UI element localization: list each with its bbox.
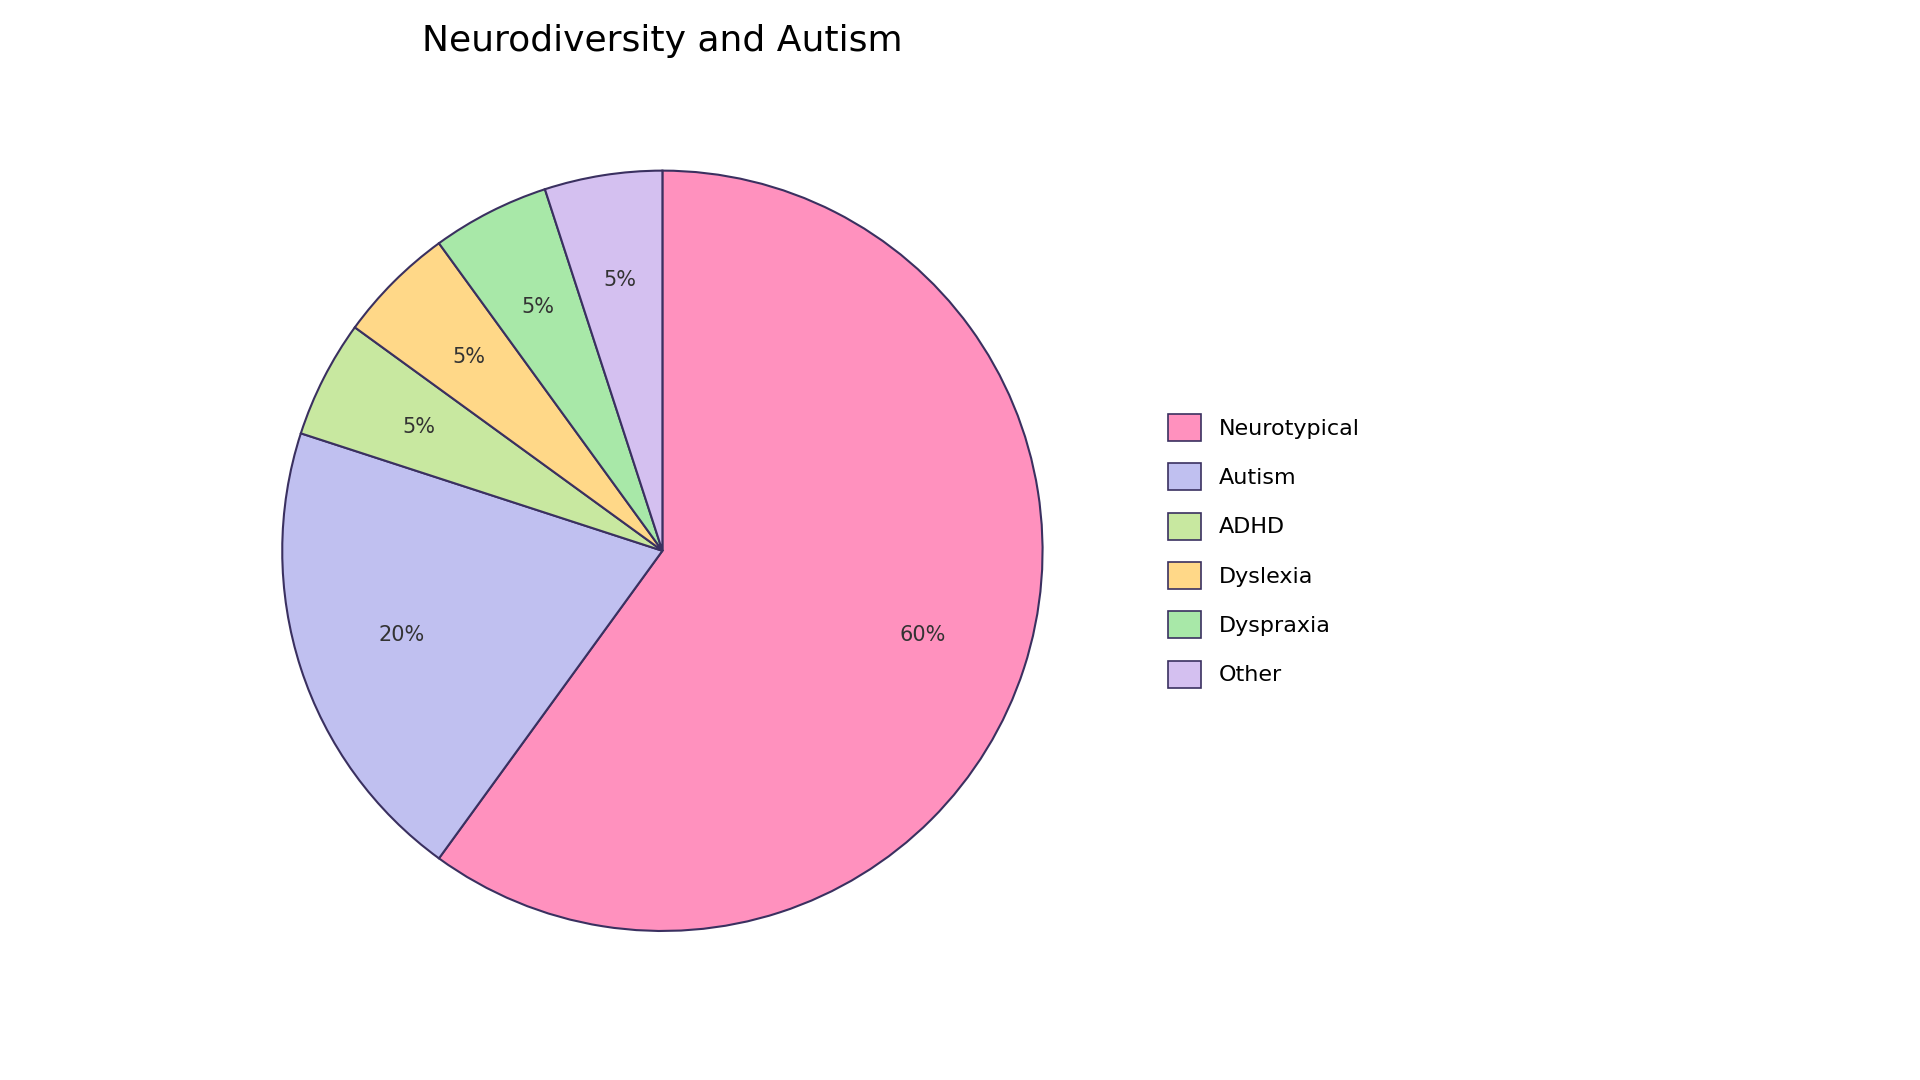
Text: 5%: 5% (603, 270, 636, 291)
Title: Neurodiversity and Autism: Neurodiversity and Autism (422, 24, 902, 57)
Text: 60%: 60% (900, 625, 947, 646)
Text: 5%: 5% (453, 348, 486, 367)
Wedge shape (440, 171, 1043, 931)
Wedge shape (301, 327, 662, 551)
Text: 5%: 5% (401, 417, 436, 436)
Wedge shape (355, 243, 662, 551)
Text: 20%: 20% (378, 625, 424, 646)
Wedge shape (282, 433, 662, 859)
Text: 5%: 5% (522, 297, 555, 316)
Legend: Neurotypical, Autism, ADHD, Dyslexia, Dyspraxia, Other: Neurotypical, Autism, ADHD, Dyslexia, Dy… (1167, 414, 1359, 688)
Wedge shape (545, 171, 662, 551)
Wedge shape (440, 189, 662, 551)
